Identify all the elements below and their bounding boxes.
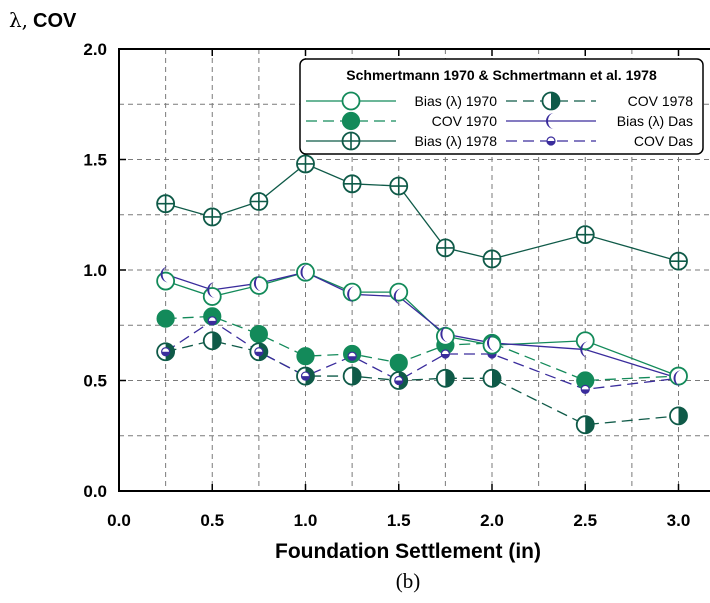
y-axis-label-text: COV — [33, 10, 77, 32]
x-axis-label: Foundation Settlement (in) — [275, 540, 541, 563]
figure-caption: (b) — [396, 569, 421, 593]
data-point — [249, 276, 269, 295]
data-point — [249, 324, 268, 344]
data-point — [347, 351, 357, 361]
data-point — [342, 174, 362, 194]
data-point — [487, 334, 495, 351]
x-tick-label: 2.5 — [573, 511, 597, 530]
x-tick-label: 0.5 — [200, 511, 224, 530]
legend-label: Bias (λ) 1970 — [415, 93, 498, 109]
data-point — [347, 286, 356, 303]
legend-marker — [341, 131, 361, 151]
data-point — [673, 370, 682, 387]
data-point — [156, 194, 176, 214]
legend: Schmertmann 1970 & Schmertmann et al. 19… — [299, 58, 704, 155]
data-point — [482, 368, 502, 388]
legend-box — [299, 58, 704, 155]
data-point — [296, 154, 315, 174]
series-line — [165, 315, 679, 382]
x-tick-label: 2.0 — [480, 511, 504, 530]
y-axis-label-symbol: λ, — [9, 8, 28, 32]
y-tick-label: 0.5 — [83, 372, 107, 391]
x-tick-label: 1.5 — [387, 511, 411, 530]
series-layer — [156, 154, 688, 435]
legend-marker — [541, 91, 561, 111]
data-point — [580, 384, 590, 394]
data-point — [669, 406, 688, 426]
data-point — [207, 281, 216, 298]
data-point — [440, 326, 449, 343]
data-point — [202, 207, 222, 227]
data-point — [161, 347, 171, 357]
data-point — [207, 316, 217, 326]
data-point — [393, 288, 402, 305]
data-point — [389, 176, 409, 196]
data-point — [342, 366, 362, 386]
legend-label: COV Das — [634, 133, 693, 149]
data-point — [435, 238, 455, 258]
x-tick-label: 0.0 — [107, 511, 131, 530]
legend-marker — [546, 113, 554, 129]
data-point — [202, 331, 222, 351]
data-point — [296, 262, 315, 282]
x-tick-label: 1.0 — [294, 511, 318, 530]
data-point — [156, 271, 176, 291]
legend-marker — [341, 91, 361, 111]
data-point — [669, 251, 688, 271]
x-tick-label: 3.0 — [667, 511, 691, 530]
legend-label: COV 1970 — [432, 113, 498, 129]
data-point — [300, 264, 309, 281]
legend-marker — [546, 136, 556, 146]
y-tick-label: 1.5 — [83, 151, 107, 170]
legend-title: Schmertmann 1970 & Schmertmann et al. 19… — [346, 67, 657, 83]
data-point — [580, 341, 589, 358]
data-point — [482, 249, 502, 269]
data-point — [202, 287, 222, 306]
data-point — [254, 347, 264, 357]
data-point — [249, 192, 269, 211]
data-point — [669, 366, 688, 386]
data-point — [435, 326, 455, 346]
series-line — [165, 320, 679, 391]
data-point — [440, 349, 450, 359]
y-axis-label: λ, COV — [9, 8, 77, 32]
data-point — [389, 353, 408, 372]
series-line — [165, 340, 679, 426]
data-point — [575, 415, 595, 435]
data-point — [394, 375, 404, 386]
axis-ticks: 0.0 0.5 1.0 1.5 2.0 2.5 3.0 0.0 0.5 1.0 1.5 2.0 — [83, 40, 691, 530]
data-point — [342, 282, 362, 302]
series-line — [165, 271, 679, 379]
data-point — [160, 266, 169, 283]
data-point — [300, 371, 311, 381]
legend-label: Bias (λ) 1978 — [415, 133, 498, 149]
y-tick-label: 0.0 — [83, 482, 107, 501]
data-point — [296, 347, 315, 366]
y-tick-label: 2.0 — [83, 40, 107, 59]
legend-marker — [341, 111, 361, 131]
data-point — [435, 368, 455, 388]
data-point — [156, 309, 175, 328]
legend-label: COV 1978 — [628, 93, 694, 109]
data-point — [575, 331, 595, 351]
data-point — [575, 225, 595, 245]
series-line — [165, 271, 679, 377]
y-tick-label: 1.0 — [83, 261, 107, 280]
legend-label: Bias (λ) Das — [617, 113, 693, 129]
data-point — [389, 282, 409, 302]
data-point — [482, 335, 502, 355]
series-line — [165, 163, 679, 262]
data-point — [253, 275, 262, 292]
